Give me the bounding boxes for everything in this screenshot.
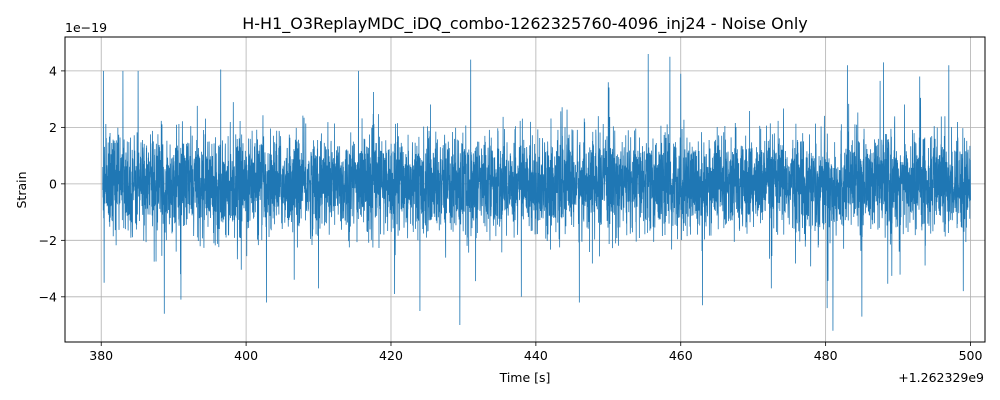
x-tick-label: 500 [959,348,983,363]
y-axis: −4 −2 0 2 4 [39,63,65,304]
x-tick-label: 400 [234,348,258,363]
x-offset-label: +1.262329e9 [898,370,984,385]
x-axis: 380 400 420 440 460 480 500 [89,342,982,363]
x-tick-label: 420 [379,348,403,363]
y-axis-label: Strain [14,171,29,208]
x-axis-label: Time [s] [499,370,551,385]
series-line-strain [102,53,971,331]
x-tick-label: 460 [669,348,693,363]
y-tick-label: 2 [49,120,57,135]
y-tick-label: 0 [49,176,57,191]
x-tick-label: 480 [814,348,838,363]
y-tick-label: 4 [49,63,57,78]
y-tick-label: −2 [39,233,57,248]
x-tick-label: 380 [89,348,113,363]
y-tick-label: −4 [39,289,57,304]
y-scale-label: 1e−19 [65,20,107,35]
plot-area [102,53,971,331]
plot-frame [64,36,986,343]
x-tick-label: 440 [524,348,548,363]
chart-title: H-H1_O3ReplayMDC_iDQ_combo-1262325760-40… [242,14,808,34]
